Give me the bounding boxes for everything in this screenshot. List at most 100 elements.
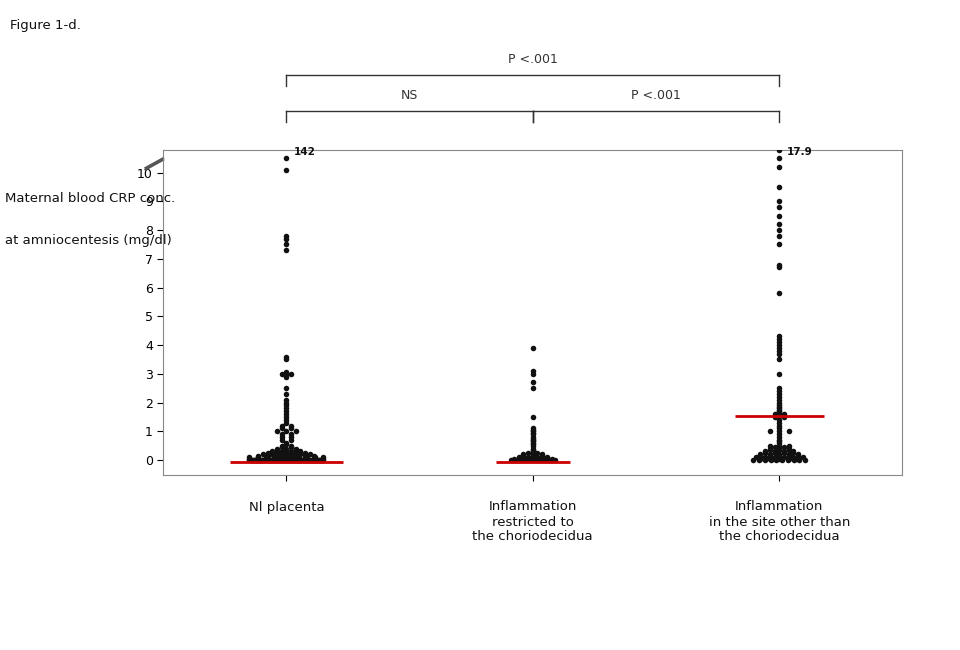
Point: [278, 450, 294, 461]
Point: [280, 455, 296, 465]
Point: [772, 408, 787, 418]
Point: [762, 449, 778, 460]
Point: [291, 455, 306, 465]
Point: [790, 450, 805, 461]
Point: [308, 455, 324, 465]
Point: [278, 417, 294, 428]
Point: [772, 225, 787, 235]
Point: [283, 447, 299, 457]
Point: [286, 455, 301, 465]
Point: [790, 454, 805, 464]
Point: [777, 452, 792, 462]
Point: [772, 334, 787, 345]
Point: [278, 164, 294, 175]
Point: [270, 443, 285, 454]
Point: [270, 450, 285, 461]
Point: [785, 448, 801, 458]
Point: [307, 452, 323, 462]
Point: [278, 231, 294, 241]
Point: [772, 340, 787, 350]
Point: [772, 262, 787, 272]
Point: [772, 231, 787, 241]
Point: [792, 455, 807, 465]
Point: [762, 441, 778, 451]
Point: [772, 454, 787, 464]
Point: [547, 455, 563, 465]
Point: [777, 447, 792, 457]
Point: [288, 426, 303, 437]
Point: [525, 447, 540, 457]
Point: [259, 455, 275, 465]
Point: [266, 454, 282, 464]
Point: [278, 445, 294, 455]
Point: [283, 449, 299, 460]
Point: [316, 454, 331, 464]
Point: [266, 452, 282, 462]
Point: [780, 426, 796, 437]
Point: [298, 448, 313, 458]
Point: [314, 455, 329, 465]
Point: [265, 447, 280, 457]
Point: [535, 450, 550, 461]
Point: [525, 432, 540, 442]
Point: [315, 455, 330, 465]
Point: [278, 389, 294, 399]
Point: [772, 403, 787, 413]
Point: [274, 455, 289, 465]
Point: [295, 455, 310, 465]
Point: [535, 449, 550, 460]
Point: [289, 455, 304, 465]
Point: [780, 454, 796, 464]
Point: [772, 432, 787, 442]
Point: [777, 442, 792, 452]
Point: [525, 436, 540, 447]
Point: [767, 409, 782, 419]
Point: [246, 455, 261, 465]
Point: [777, 448, 792, 458]
Point: [278, 426, 294, 437]
Point: [270, 426, 285, 437]
Point: [244, 455, 259, 465]
Point: [260, 448, 276, 458]
Point: [278, 245, 294, 255]
Text: 142: 142: [294, 147, 316, 157]
Point: [300, 455, 316, 465]
Point: [252, 455, 268, 465]
Point: [506, 454, 521, 464]
Point: [520, 448, 536, 458]
Point: [270, 448, 285, 458]
Point: [780, 449, 796, 460]
Point: [274, 369, 289, 379]
Point: [278, 153, 294, 163]
Point: [772, 153, 787, 163]
Point: [780, 450, 796, 461]
Point: [288, 443, 303, 454]
Point: [307, 454, 323, 464]
Point: [293, 449, 308, 460]
Point: [790, 449, 805, 460]
Text: Inflammation
restricted to
the choriodecidua: Inflammation restricted to the choriodec…: [472, 500, 593, 543]
Point: [767, 442, 782, 452]
Point: [541, 455, 557, 465]
Point: [772, 259, 787, 270]
Point: [532, 455, 547, 465]
Point: [279, 455, 295, 465]
Point: [274, 421, 289, 431]
Point: [250, 455, 265, 465]
Point: [297, 455, 312, 465]
Point: [312, 455, 327, 465]
Point: [798, 455, 813, 465]
Point: [316, 452, 331, 462]
Point: [767, 452, 782, 462]
Point: [255, 455, 271, 465]
Point: [283, 442, 299, 452]
Point: [525, 435, 540, 445]
Point: [525, 412, 540, 423]
Point: [753, 449, 768, 460]
Point: [298, 455, 313, 465]
Point: [544, 454, 560, 464]
Point: [757, 455, 773, 465]
Point: [299, 455, 314, 465]
Point: [772, 389, 787, 399]
Point: [752, 455, 767, 465]
